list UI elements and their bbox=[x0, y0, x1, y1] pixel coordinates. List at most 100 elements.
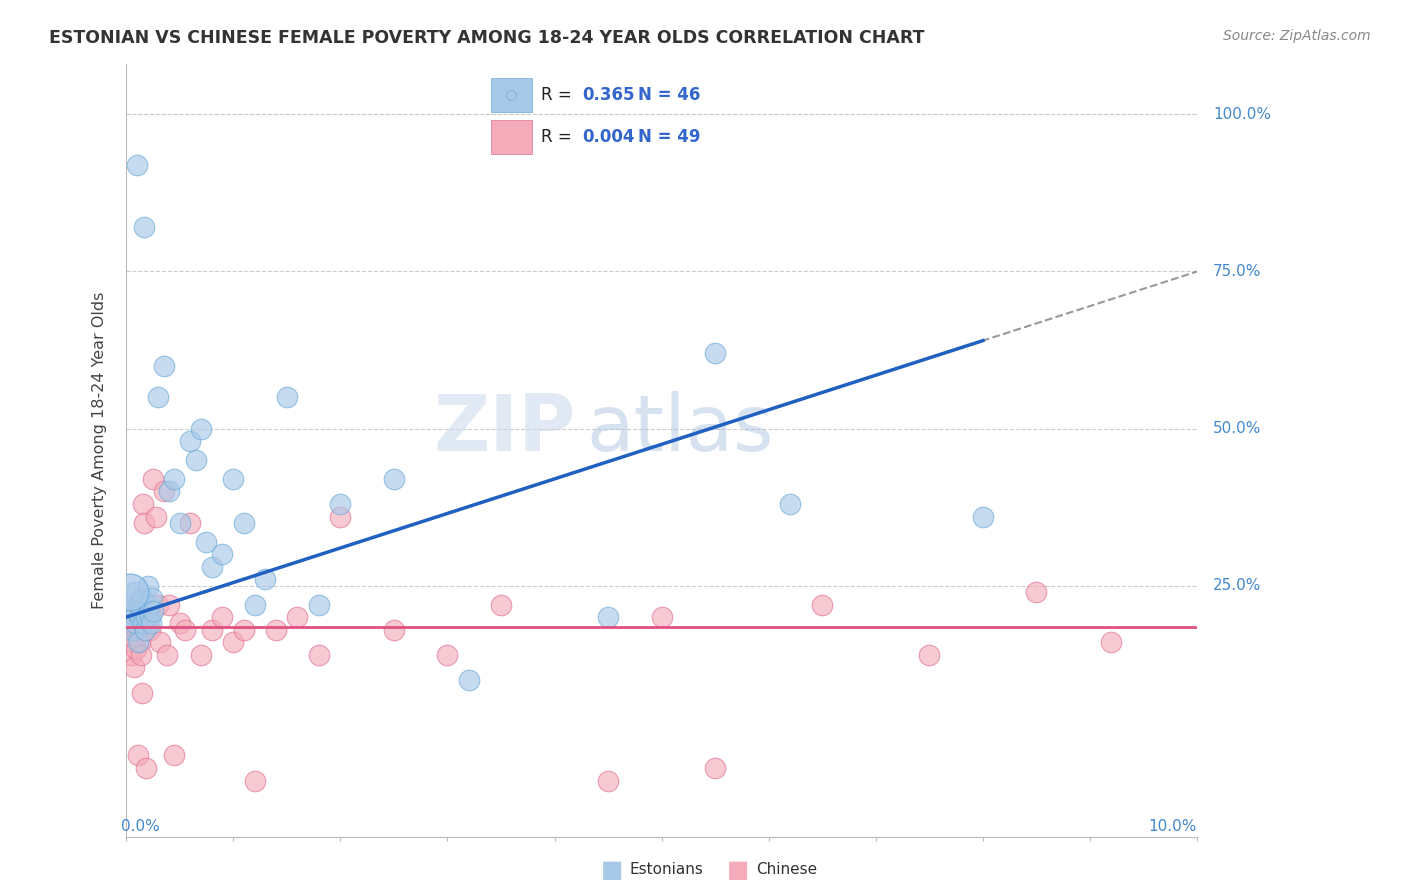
Point bbox=[157, 484, 180, 499]
Point bbox=[138, 598, 160, 612]
Point bbox=[120, 585, 142, 599]
Point bbox=[128, 598, 150, 612]
Point bbox=[174, 623, 197, 637]
Point bbox=[134, 623, 156, 637]
Point bbox=[128, 598, 150, 612]
Point bbox=[122, 660, 145, 674]
Point bbox=[222, 472, 245, 486]
Point bbox=[157, 598, 180, 612]
Point bbox=[382, 472, 405, 486]
Point bbox=[201, 623, 224, 637]
Point bbox=[132, 616, 155, 631]
Point bbox=[195, 534, 218, 549]
Point bbox=[651, 610, 673, 624]
Point bbox=[120, 598, 142, 612]
Point bbox=[136, 610, 159, 624]
Point bbox=[596, 773, 619, 788]
Text: 50.0%: 50.0% bbox=[1213, 421, 1261, 436]
Point bbox=[169, 516, 191, 530]
Point bbox=[131, 591, 153, 606]
Point bbox=[125, 604, 148, 618]
Point bbox=[972, 509, 994, 524]
Point bbox=[145, 509, 167, 524]
Point bbox=[124, 616, 146, 631]
Point bbox=[132, 497, 155, 511]
Point bbox=[120, 648, 142, 662]
Point bbox=[232, 623, 254, 637]
Point bbox=[163, 748, 186, 763]
Point bbox=[134, 220, 156, 235]
Point bbox=[184, 453, 207, 467]
Point bbox=[276, 390, 298, 404]
Point bbox=[142, 472, 165, 486]
Point bbox=[149, 635, 172, 649]
Point bbox=[148, 390, 170, 404]
Text: Source: ZipAtlas.com: Source: ZipAtlas.com bbox=[1223, 29, 1371, 43]
Point bbox=[129, 604, 152, 618]
Text: Chinese: Chinese bbox=[756, 863, 817, 877]
Point bbox=[232, 516, 254, 530]
Point bbox=[131, 685, 153, 699]
Point bbox=[211, 610, 233, 624]
Point bbox=[308, 598, 330, 612]
Text: 75.0%: 75.0% bbox=[1213, 264, 1261, 279]
Point bbox=[329, 497, 352, 511]
Point bbox=[127, 748, 149, 763]
Point bbox=[121, 623, 143, 637]
Point bbox=[1101, 635, 1123, 649]
Text: ZIP: ZIP bbox=[433, 391, 576, 467]
Point bbox=[129, 635, 152, 649]
Point bbox=[287, 610, 309, 624]
Point bbox=[779, 497, 801, 511]
Point bbox=[329, 509, 352, 524]
Point bbox=[134, 516, 156, 530]
Point bbox=[135, 610, 157, 624]
Point bbox=[704, 346, 727, 360]
Point bbox=[190, 422, 212, 436]
Point bbox=[125, 641, 148, 656]
Point bbox=[190, 648, 212, 662]
Point bbox=[308, 648, 330, 662]
Point bbox=[139, 616, 162, 631]
Point bbox=[243, 773, 266, 788]
Point bbox=[211, 547, 233, 561]
Point bbox=[138, 623, 160, 637]
Point bbox=[222, 635, 245, 649]
Point bbox=[489, 598, 512, 612]
Text: ■: ■ bbox=[727, 858, 749, 881]
Point bbox=[129, 648, 152, 662]
Text: 25.0%: 25.0% bbox=[1213, 578, 1261, 593]
Point bbox=[122, 585, 145, 599]
Point bbox=[918, 648, 941, 662]
Point bbox=[382, 623, 405, 637]
Point bbox=[201, 560, 224, 574]
Point bbox=[152, 359, 174, 373]
Point bbox=[152, 484, 174, 499]
Point bbox=[129, 610, 152, 624]
Point bbox=[811, 598, 834, 612]
Point bbox=[125, 158, 148, 172]
Point bbox=[169, 616, 191, 631]
Point bbox=[179, 434, 201, 449]
Point bbox=[704, 761, 727, 775]
Point bbox=[457, 673, 479, 687]
Point bbox=[163, 472, 186, 486]
Point bbox=[142, 604, 165, 618]
Point bbox=[254, 573, 277, 587]
Point bbox=[125, 623, 148, 637]
Y-axis label: Female Poverty Among 18-24 Year Olds: Female Poverty Among 18-24 Year Olds bbox=[93, 292, 107, 609]
Text: atlas: atlas bbox=[586, 391, 775, 467]
Point bbox=[120, 610, 142, 624]
Point bbox=[136, 579, 159, 593]
Point bbox=[148, 598, 170, 612]
Point bbox=[596, 610, 619, 624]
Point bbox=[264, 623, 287, 637]
Point bbox=[1025, 585, 1047, 599]
Point bbox=[141, 591, 163, 606]
Point bbox=[121, 635, 143, 649]
Point bbox=[127, 635, 149, 649]
Point bbox=[138, 610, 160, 624]
Point bbox=[436, 648, 458, 662]
Point bbox=[243, 598, 266, 612]
Text: 10.0%: 10.0% bbox=[1149, 819, 1197, 834]
